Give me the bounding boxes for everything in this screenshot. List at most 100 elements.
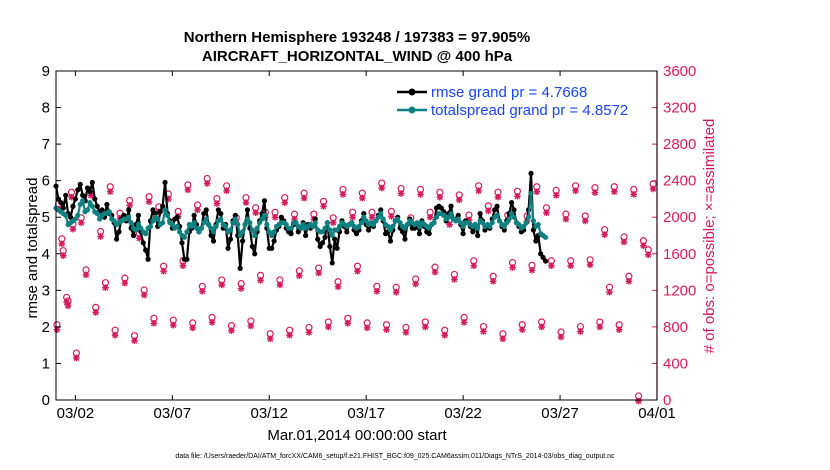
obs-assimilated-marker [169,321,177,329]
obs-assimilated-marker [344,320,352,327]
obs-assimilated-marker [586,261,594,269]
obs-assimilated-stroke [645,251,652,258]
totalspread-point [511,214,517,220]
x-tick-label: 03/17 [347,405,385,422]
rmse-point [402,236,408,242]
obs-assimilated-stroke [228,327,235,334]
obs-assimilated-marker [305,329,313,336]
x-tick-label: 03/27 [541,405,579,422]
totalspread-point [135,221,141,228]
rmse-point [455,212,461,218]
obs-assimilated-stroke [587,261,594,268]
totalspread-point [94,210,100,217]
y-tick-label-right: 400 [663,355,688,372]
totalspread-point [494,212,500,218]
totalspread-point [223,223,229,229]
chart-subtitle: AIRCRAFT_HORIZONTAL_WIND @ 400 hPa [202,48,513,65]
obs-assimilated-stroke [223,187,230,194]
obs-assimilated-stroke [582,217,589,224]
rmse-point [218,210,224,217]
rmse-point [353,231,360,237]
obs-assimilated-marker [189,324,196,332]
obs-assimilated-marker [296,272,303,280]
rmse-point [143,247,149,253]
obs-assimilated-marker [557,333,565,341]
obs-assimilated-stroke [630,191,637,198]
totalspread-point [269,232,275,239]
obs-assimilated-marker [252,209,259,217]
obs-assimilated-marker [572,187,579,195]
obs-assimilated-marker [97,233,104,240]
rmse-point [55,196,62,202]
rmse-point [319,240,326,246]
y-tick-label-left: 0 [42,392,50,409]
obs-assimilated-marker [228,327,235,334]
obs-assimilated-marker [596,323,604,331]
obs-assimilated-marker [111,331,119,339]
chart-title: Northern Hemisphere 193248 / 197383 = 97… [184,29,530,46]
obs-assimilated-stroke [558,334,565,340]
rmse-point [366,227,372,233]
obs-assimilated-marker [581,217,589,225]
obs-assimilated-stroke [146,198,153,205]
obs-assimilated-marker [368,214,376,221]
rmse-point [387,238,394,244]
obs-assimilated-marker [606,288,613,296]
obs-assimilated-marker [223,187,230,195]
totalspread-point [487,223,493,229]
rmse-point [208,232,214,239]
obs-assimilated-stroke [306,329,312,336]
totalspread-point [414,220,420,226]
totalspread-point [288,225,294,231]
obs-assimilated-stroke [373,288,380,295]
totalspread-point [261,212,268,218]
rmse-point [150,207,156,213]
obs-assimilated-marker [489,277,497,285]
obs-assimilated-marker [92,309,100,316]
totalspread-point [210,229,217,235]
obs-assimilated-stroke [218,281,225,288]
totalspread-point [334,227,340,233]
legend-rmse-label: rmse grand pr = 4.7668 [431,84,587,101]
rmse-point [240,238,246,244]
obs-assimilated-stroke [199,288,206,295]
totalspread-point [97,216,103,222]
obs-assimilated-stroke [543,209,550,216]
totalspread-point [322,225,328,231]
totalspread-point [380,216,386,222]
totalspread-point [235,221,241,228]
totalspread-point [218,216,224,222]
totalspread-point [271,229,277,235]
totalspread-point [508,210,515,217]
totalspread-point [426,225,432,231]
obs-assimilated-marker [543,209,550,217]
totalspread-point [256,220,263,226]
totalspread-point [433,214,440,220]
obs-assimilated-marker [373,288,381,295]
totalspread-point [416,223,423,229]
y-tick-label-right: 2800 [663,136,696,153]
totalspread-point [111,218,117,224]
obs-assimilated-stroke [601,231,608,238]
obs-assimilated-marker [562,215,570,223]
obs-assimilated-marker [266,335,274,343]
obs-assimilated-stroke [533,188,540,195]
obs-assimilated-stroke [427,214,434,221]
obs-assimilated-marker [203,180,211,187]
rmse-point [361,210,367,217]
totalspread-point [441,212,447,218]
obs-assimilated-marker [194,206,201,214]
rmse-point [533,238,539,244]
totalspread-point [312,220,318,226]
obs-assimilated-stroke [60,252,67,259]
obs-assimilated-stroke [83,271,90,278]
rmse-point [121,212,127,218]
rmse-point [312,216,318,222]
totalspread-point [106,209,112,215]
rmse-point [77,181,83,187]
obs-assimilated-marker [422,323,429,331]
obs-assimilated-stroke [514,193,521,200]
totalspread-point [293,220,299,226]
y-tick-label-right: 2400 [663,173,696,190]
totalspread-point [240,229,246,235]
